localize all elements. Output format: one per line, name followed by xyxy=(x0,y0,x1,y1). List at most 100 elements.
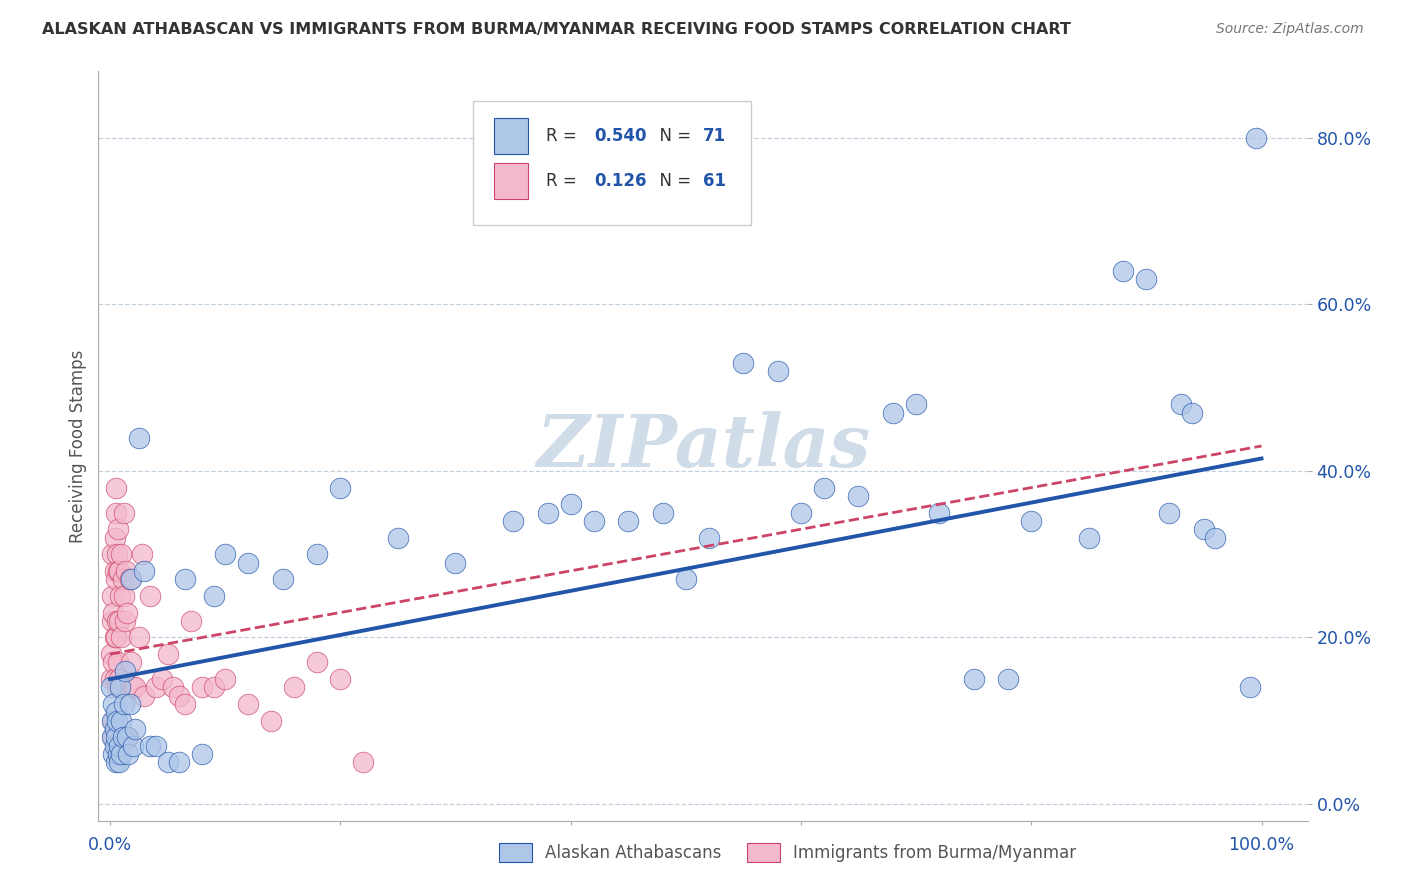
Point xyxy=(766,364,789,378)
Point xyxy=(733,356,755,370)
Point xyxy=(101,547,124,561)
Point xyxy=(110,589,132,603)
Point xyxy=(101,714,124,728)
Point xyxy=(103,739,125,753)
Point xyxy=(1159,506,1181,520)
Point xyxy=(104,706,127,720)
Point xyxy=(191,747,214,761)
Text: 100.0%: 100.0% xyxy=(1229,836,1295,854)
Point xyxy=(1019,514,1042,528)
Point xyxy=(1112,264,1135,278)
Point xyxy=(115,731,138,745)
Point xyxy=(848,489,870,503)
Point xyxy=(502,514,524,528)
Point xyxy=(145,739,167,753)
Point xyxy=(114,664,136,678)
Point xyxy=(214,672,236,686)
Point xyxy=(111,731,134,745)
Text: 71: 71 xyxy=(703,127,725,145)
Legend: Alaskan Athabascans, Immigrants from Burma/Myanmar: Alaskan Athabascans, Immigrants from Bur… xyxy=(492,836,1083,869)
Point xyxy=(100,672,122,686)
Point xyxy=(790,506,813,520)
Text: R =: R = xyxy=(546,127,582,145)
Point xyxy=(352,756,374,770)
Point xyxy=(167,689,190,703)
Text: ZIPatlas: ZIPatlas xyxy=(536,410,870,482)
Point xyxy=(882,406,904,420)
Point xyxy=(329,672,352,686)
Point xyxy=(131,547,153,561)
Point xyxy=(103,672,125,686)
Point xyxy=(103,697,125,711)
Point xyxy=(675,572,697,586)
Point xyxy=(1135,272,1157,286)
Point xyxy=(202,589,225,603)
Point xyxy=(105,714,128,728)
Text: ALASKAN ATHABASCAN VS IMMIGRANTS FROM BURMA/MYANMAR RECEIVING FOOD STAMPS CORREL: ALASKAN ATHABASCAN VS IMMIGRANTS FROM BU… xyxy=(42,22,1071,37)
Point xyxy=(103,722,125,736)
Point xyxy=(260,714,283,728)
Point xyxy=(150,672,173,686)
Point xyxy=(108,672,131,686)
Point xyxy=(128,631,150,645)
Point xyxy=(115,606,138,620)
Point xyxy=(110,747,132,761)
Point xyxy=(120,572,142,586)
Point xyxy=(145,681,167,695)
Point xyxy=(112,589,135,603)
Point xyxy=(101,614,124,628)
Point xyxy=(108,614,131,628)
Point xyxy=(110,681,132,695)
Text: N =: N = xyxy=(648,172,696,190)
Text: Source: ZipAtlas.com: Source: ZipAtlas.com xyxy=(1216,22,1364,37)
FancyBboxPatch shape xyxy=(474,102,751,225)
Point xyxy=(962,672,984,686)
Point xyxy=(112,697,135,711)
Point xyxy=(103,606,125,620)
Point xyxy=(103,531,125,545)
Point xyxy=(114,614,136,628)
Point xyxy=(905,397,928,411)
Text: 0.126: 0.126 xyxy=(595,172,647,190)
Point xyxy=(617,514,640,528)
Point xyxy=(124,681,146,695)
Point xyxy=(582,514,605,528)
Point xyxy=(110,681,132,695)
Point xyxy=(307,656,329,670)
Point xyxy=(156,756,179,770)
Point xyxy=(928,506,950,520)
Point xyxy=(162,681,184,695)
Point xyxy=(107,522,129,536)
Point xyxy=(103,564,125,578)
Point xyxy=(103,631,125,645)
Text: R =: R = xyxy=(546,172,582,190)
Point xyxy=(156,647,179,661)
Point xyxy=(108,564,131,578)
Point xyxy=(107,656,129,670)
Point xyxy=(191,681,214,695)
Point xyxy=(128,431,150,445)
Point xyxy=(329,481,352,495)
Point xyxy=(180,614,202,628)
Point xyxy=(104,572,127,586)
Point xyxy=(134,689,156,703)
Point xyxy=(110,714,132,728)
Point xyxy=(997,672,1019,686)
Point xyxy=(122,681,145,695)
Point xyxy=(1239,681,1261,695)
Point xyxy=(105,614,128,628)
Point xyxy=(134,564,156,578)
Point xyxy=(1192,522,1215,536)
Point xyxy=(111,572,134,586)
Point xyxy=(112,506,135,520)
Point xyxy=(104,481,127,495)
Point xyxy=(536,506,558,520)
Point xyxy=(1204,531,1226,545)
Point xyxy=(110,547,132,561)
Point xyxy=(115,564,138,578)
Point xyxy=(271,572,294,586)
Point xyxy=(105,681,128,695)
Point xyxy=(101,589,124,603)
Point xyxy=(104,731,127,745)
Point xyxy=(117,731,139,745)
